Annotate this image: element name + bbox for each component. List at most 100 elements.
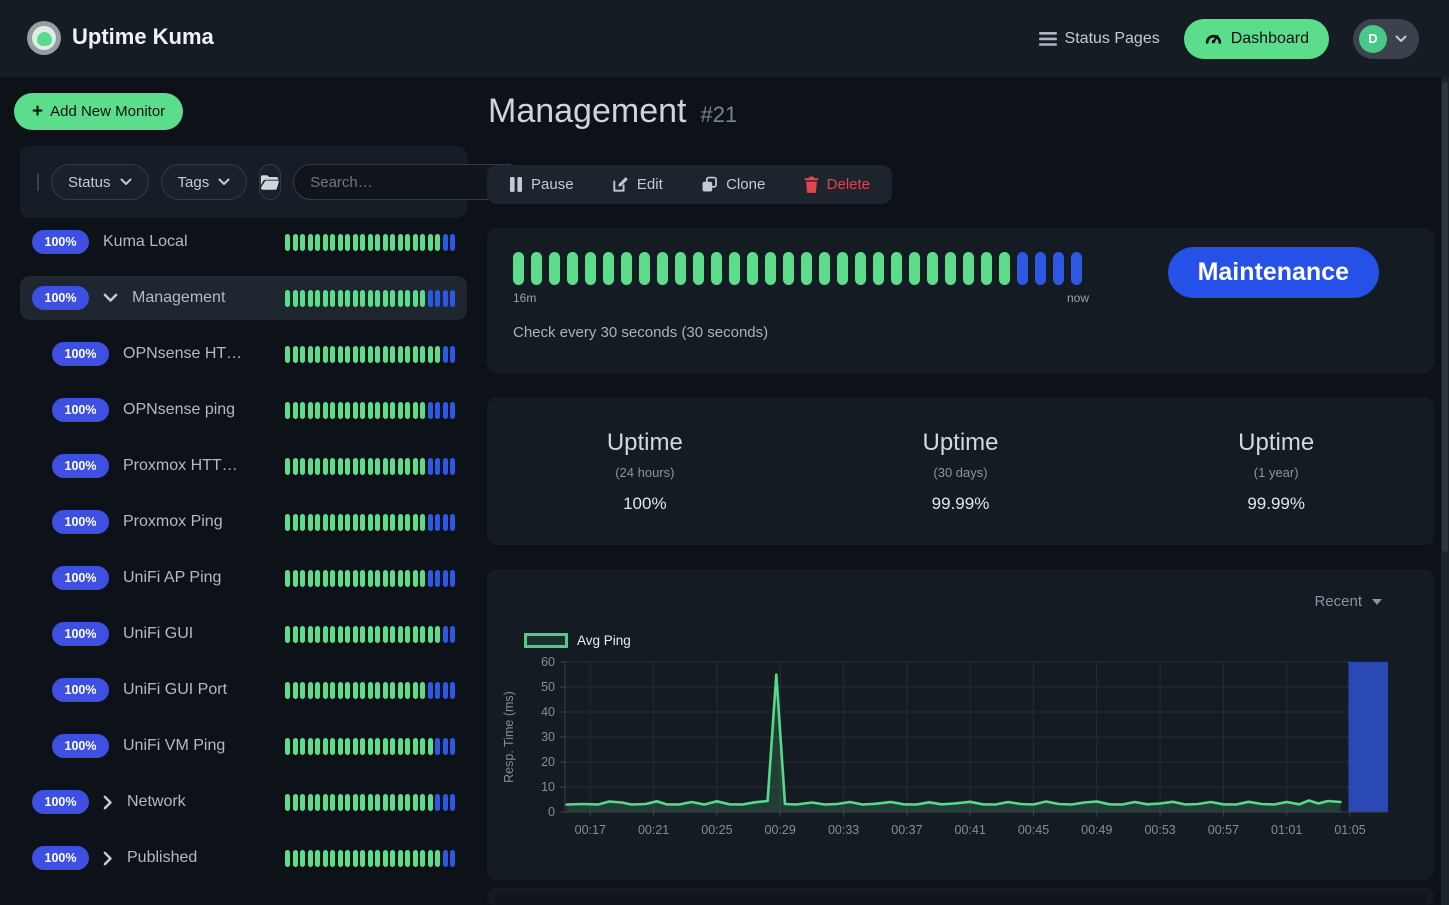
beat-up: [293, 514, 298, 531]
beat-up: [285, 738, 290, 755]
beat-up: [375, 738, 380, 755]
beat-up: [353, 514, 358, 531]
page-scrollbar[interactable]: [1441, 77, 1449, 905]
beat-up: [368, 514, 373, 531]
beat-up: [353, 402, 358, 419]
scrollbar-thumb[interactable]: [1442, 82, 1448, 552]
monitor-row[interactable]: 100%OPNsense ping: [20, 388, 467, 432]
beat-up: [513, 252, 524, 285]
heartbeat-card: 16m now Check every 30 seconds (30 secon…: [487, 228, 1434, 373]
group-view-button[interactable]: [259, 164, 281, 200]
beat-up: [315, 346, 320, 363]
beat-up: [338, 682, 343, 699]
svg-text:20: 20: [541, 755, 555, 769]
svg-text:00:37: 00:37: [891, 823, 922, 837]
svg-text:00:33: 00:33: [828, 823, 859, 837]
beat-up: [413, 346, 418, 363]
beat-up: [353, 682, 358, 699]
status-filter-dropdown[interactable]: Status: [51, 164, 149, 200]
monitor-row[interactable]: 100%Proxmox HTT…: [20, 444, 467, 488]
chart-range-dropdown[interactable]: Recent: [1314, 593, 1382, 610]
monitor-name: Management: [132, 289, 225, 307]
beat-up: [338, 850, 343, 867]
beat-up: [345, 626, 350, 643]
beat-up: [420, 402, 425, 419]
heartbeat-mini-bar: [285, 794, 455, 811]
beat-up: [368, 794, 373, 811]
user-menu[interactable]: D: [1353, 19, 1419, 59]
beat-up: [963, 252, 974, 285]
beat-up: [353, 738, 358, 755]
heartbeat-bar[interactable]: [513, 252, 1082, 285]
beat-maintenance: [443, 626, 448, 643]
beat-maintenance: [450, 402, 455, 419]
beat-up: [330, 570, 335, 587]
beat-up: [368, 626, 373, 643]
beat-up: [330, 290, 335, 307]
beat-up: [413, 570, 418, 587]
heartbeat-mini-bar: [285, 346, 455, 363]
dashboard-button[interactable]: Dashboard: [1184, 19, 1329, 59]
beat-up: [657, 252, 668, 285]
beat-up: [300, 626, 305, 643]
beat-up: [315, 794, 320, 811]
beat-up: [413, 234, 418, 251]
monitor-row[interactable]: 100%Kuma Local: [20, 220, 467, 264]
beat-up: [398, 290, 403, 307]
beat-up: [308, 626, 313, 643]
beat-up: [353, 626, 358, 643]
beat-up: [383, 794, 388, 811]
monitor-row[interactable]: 100%Network: [20, 780, 467, 824]
beat-up: [293, 570, 298, 587]
beat-up: [360, 402, 365, 419]
beat-up: [375, 626, 380, 643]
clone-button[interactable]: Clone: [701, 176, 765, 193]
beat-up: [413, 402, 418, 419]
uptime-stat-title: Uptime: [1118, 429, 1434, 457]
beat-up: [405, 794, 410, 811]
monitor-row[interactable]: 100%Management: [20, 276, 467, 320]
beat-maintenance: [443, 794, 448, 811]
beat-up: [801, 252, 812, 285]
beat-up: [375, 346, 380, 363]
beat-up: [345, 402, 350, 419]
add-new-monitor-button[interactable]: + Add New Monitor: [14, 93, 183, 130]
partial-card: [487, 888, 1434, 905]
beat-up: [285, 290, 290, 307]
uptime-stat-period: (1 year): [1118, 465, 1434, 480]
edit-button[interactable]: Edit: [612, 176, 663, 193]
beat-maintenance: [450, 682, 455, 699]
beat-up: [330, 794, 335, 811]
beat-up: [783, 252, 794, 285]
monitor-name: Published: [127, 849, 197, 867]
beat-up: [315, 458, 320, 475]
monitor-row[interactable]: 100%UniFi GUI: [20, 612, 467, 656]
beat-up: [330, 346, 335, 363]
monitor-row[interactable]: 100%Published: [20, 836, 467, 880]
beat-up: [300, 514, 305, 531]
beat-up: [375, 850, 380, 867]
monitor-name: UniFi VM Ping: [123, 737, 225, 755]
select-all-checkbox[interactable]: [37, 173, 39, 191]
monitor-name: Network: [127, 793, 186, 811]
beat-up: [383, 346, 388, 363]
beat-maintenance: [443, 570, 448, 587]
add-new-monitor-label: Add New Monitor: [50, 103, 165, 120]
monitor-row[interactable]: 100%OPNsense HT…: [20, 332, 467, 376]
beat-up: [398, 682, 403, 699]
beat-up: [398, 234, 403, 251]
monitor-row[interactable]: 100%UniFi VM Ping: [20, 724, 467, 768]
beat-up: [315, 234, 320, 251]
tags-filter-dropdown[interactable]: Tags: [161, 164, 248, 200]
monitor-row[interactable]: 100%UniFi AP Ping: [20, 556, 467, 600]
beat-up: [323, 346, 328, 363]
beat-up: [420, 850, 425, 867]
beat-up: [315, 514, 320, 531]
delete-button[interactable]: Delete: [804, 176, 870, 193]
monitor-row[interactable]: 100%UniFi GUI Port: [20, 668, 467, 712]
status-pages-link[interactable]: Status Pages: [1039, 30, 1160, 48]
pause-button[interactable]: Pause: [509, 176, 574, 193]
monitor-row[interactable]: 100%Proxmox Ping: [20, 500, 467, 544]
beat-up: [293, 234, 298, 251]
beat-up: [405, 234, 410, 251]
